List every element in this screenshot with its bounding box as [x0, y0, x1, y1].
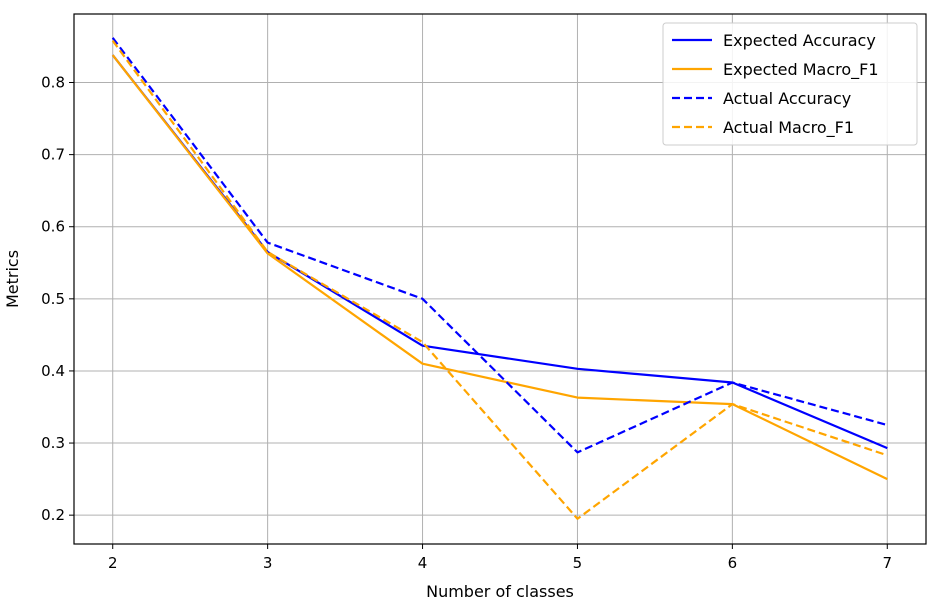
- x-tick-label: 2: [108, 554, 118, 572]
- legend-box: [662, 22, 918, 146]
- x-tick-label: 6: [728, 554, 738, 572]
- legend-label: Expected Macro_F1: [723, 60, 879, 80]
- series-lines: [111, 37, 888, 520]
- y-tick-label: 0.6: [41, 218, 65, 236]
- y-axis-ticks: 0.2 0.3 0.4 0.5 0.6 0.7 0.8: [41, 74, 74, 524]
- y-tick-label: 0.3: [41, 434, 65, 452]
- y-tick-label: 0.7: [41, 146, 65, 164]
- series-line-3: [111, 37, 888, 454]
- x-tick-label: 4: [418, 554, 428, 572]
- y-tick-label: 0.8: [41, 74, 65, 92]
- legend: Expected Accuracy Expected Macro_F1 Actual…: [662, 22, 918, 146]
- y-tick-label: 0.2: [41, 506, 65, 524]
- x-tick-label: 7: [882, 554, 892, 572]
- y-axis-label: Metrics: [3, 250, 22, 308]
- legend-label: Actual Accuracy: [723, 89, 851, 108]
- y-tick-label: 0.5: [41, 290, 65, 308]
- x-tick-label: 5: [573, 554, 583, 572]
- x-axis-label: Number of classes: [426, 582, 574, 601]
- legend-label: Actual Macro_F1: [723, 118, 854, 138]
- series-line-2: [111, 54, 888, 481]
- y-tick-label: 0.4: [41, 362, 65, 380]
- legend-label: Expected Accuracy: [723, 31, 876, 50]
- series-line-4: [111, 40, 888, 520]
- x-axis-ticks: 2 3 4 5 6 7: [108, 544, 892, 572]
- x-tick-label: 3: [263, 554, 273, 572]
- plot-frame: [73, 13, 927, 545]
